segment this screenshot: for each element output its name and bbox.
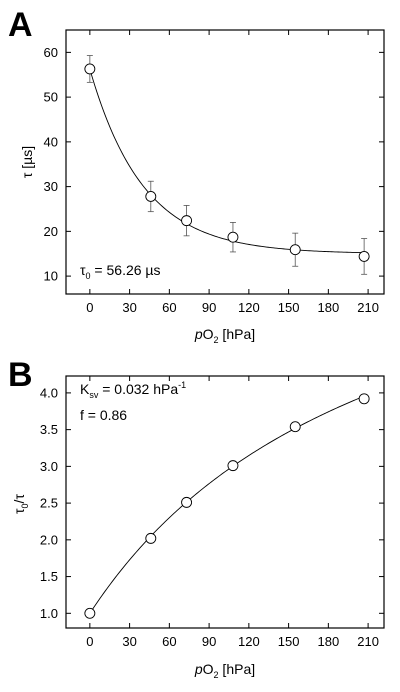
panel-a-data-point [145, 191, 157, 202]
panel-a-xlabel-sub: 2 [214, 335, 219, 345]
panel-b-plot-frame [65, 375, 385, 629]
panel-a-annotation-symbol: τ [80, 262, 86, 278]
panel-a-x-tick-label: 30 [122, 300, 136, 315]
panel-a-letter: A [8, 6, 33, 44]
panel-b-ylabel-rest: /τ [11, 494, 27, 504]
panel-b-y-tick-label: 2.0 [40, 532, 58, 547]
panel-b-data-points [84, 393, 370, 619]
panel-a-x-tick-label: 90 [202, 300, 216, 315]
panel-a-x-tick-label: 210 [357, 300, 379, 315]
panel-a-fit-curve [89, 68, 365, 254]
panel-b-x-axis-label: pO2 [hPa] [194, 661, 255, 680]
panel-b-y-tick-label: 1.5 [40, 569, 58, 584]
panel-a-x-tick-label: 180 [317, 300, 339, 315]
panel-a-data-point [289, 244, 301, 256]
panel-b-ksv-annotation: Ksv = 0.032 hPa-1 [80, 380, 186, 400]
panel-b-xlabel-prefix: p [194, 661, 203, 677]
panel-a-data-point [227, 231, 239, 243]
panel-b-y-tick-label: 1.0 [40, 606, 58, 621]
panel-a-x-tick-label: 150 [278, 300, 300, 315]
panel-a-data-point [181, 215, 193, 227]
panel-b-ksv-superscript: -1 [178, 380, 186, 390]
panel-a-plot-frame [65, 29, 385, 295]
panel-b-data-point [145, 532, 157, 544]
panel-b-x-tick-label: 0 [86, 634, 93, 649]
panel-b-ylabel-main: τ [11, 508, 27, 514]
panel-a-y-tick-label: 40 [44, 134, 58, 149]
panel-b-xlabel-main: O [203, 661, 214, 677]
panel-a-y-tick-label: 30 [44, 179, 58, 194]
panel-b-fit-curve [89, 395, 365, 614]
panel-a-data-point [84, 63, 96, 75]
panel-b-ksv-subscript: sv [89, 390, 99, 400]
panel-a-xlabel-main: O [203, 326, 214, 342]
panel-a-y-tick-label: 20 [44, 224, 58, 239]
panel-b-ksv-symbol: K [80, 381, 90, 397]
panel-a-axis-ticks: 0 30 60 90 120 150 180 210 10 20 30 40 50 60 [44, 30, 384, 315]
panel-b-fit-line [89, 395, 365, 614]
panel-a-y-tick-label: 60 [44, 45, 58, 60]
panel-a-data-point [358, 250, 370, 262]
panel-a-x-axis-label: pO2 [hPa] [194, 326, 255, 345]
panel-b-y-tick-label: 3.5 [40, 422, 58, 437]
panel-b: B 0 30 60 90 120 150 180 210 1.0 1.5 2.0 2.5 3.0 3.5 4… [8, 356, 385, 680]
panel-b-axis-ticks: 0 30 60 90 120 150 180 210 1.0 1.5 2.0 2.5 3.0 3.5 4.0 [40, 376, 384, 649]
panel-b-data-point [84, 607, 96, 619]
panel-a-xlabel-suffix: [hPa] [219, 326, 256, 342]
panel-a-fit-line [89, 68, 365, 254]
panel-b-x-tick-label: 120 [238, 634, 260, 649]
panel-a-x-tick-label: 60 [162, 300, 176, 315]
panel-b-data-point [181, 496, 193, 508]
panel-a-y-tick-label: 50 [44, 90, 58, 105]
panel-b-x-tick-label: 180 [317, 634, 339, 649]
panel-b-data-point [289, 421, 301, 433]
panel-b-letter: B [8, 356, 33, 394]
panel-a-y-tick-label: 10 [44, 269, 58, 284]
panel-b-x-tick-label: 90 [202, 634, 216, 649]
panel-b-x-tick-label: 150 [278, 634, 300, 649]
panel-a-tau0-annotation: τ0 = 56.26 µs [80, 262, 161, 281]
panel-b-y-tick-label: 4.0 [40, 385, 58, 400]
panel-b-y-tick-label: 3.0 [40, 459, 58, 474]
panel-b-x-tick-label: 30 [122, 634, 136, 649]
panel-b-xlabel-suffix: [hPa] [219, 661, 256, 677]
panel-b-data-point [358, 393, 370, 405]
panel-b-xlabel-sub: 2 [214, 670, 219, 680]
panel-a-xlabel-prefix: p [194, 326, 203, 342]
panel-b-data-point [227, 460, 239, 472]
panel-a-annotation-subscript: 0 [86, 271, 91, 281]
panel-a-annotation-value: = 56.26 µs [91, 262, 161, 278]
panel-a-x-tick-label: 0 [86, 300, 93, 315]
panel-b-y-axis-label: τ0/τ [11, 494, 30, 514]
panel-b-ksv-value: = 0.032 hPa [98, 381, 178, 397]
panel-a-y-axis-label: τ [µs] [19, 146, 35, 178]
panel-a-x-tick-label: 120 [238, 300, 260, 315]
panel-b-y-tick-label: 2.5 [40, 496, 58, 511]
panel-a-data-points [84, 55, 370, 275]
panel-b-x-tick-label: 60 [162, 634, 176, 649]
panel-b-f-annotation: f = 0.86 [80, 407, 127, 423]
panel-b-ylabel-sub: 0 [20, 503, 30, 508]
panel-b-x-tick-label: 210 [357, 634, 379, 649]
